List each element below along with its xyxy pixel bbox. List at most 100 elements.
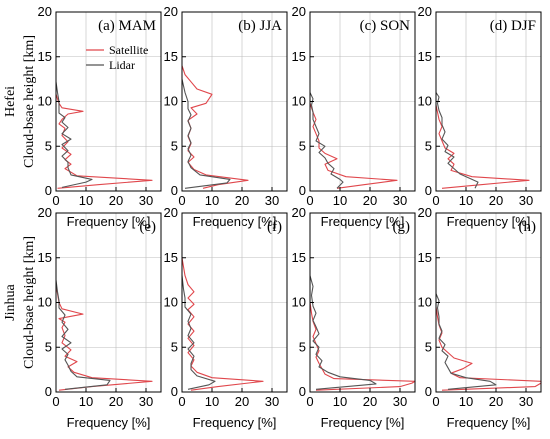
panel-1-ytick-label: 15 [38,49,52,64]
panel-6-ytick-label: 0 [171,384,178,399]
panel-5-ytick-label: 20 [38,205,52,220]
panel-8-ytick-label: 0 [425,384,432,399]
panel-4-xtick-label: 0 [432,193,439,208]
panel-3-xtick-label: 20 [363,193,377,208]
panel-7-ytick-label: 10 [292,295,306,310]
panel-3-xlabel: Frequency [%] [321,214,405,229]
panel-2-ytick-label: 10 [164,94,178,109]
panel-6-ytick-label: 15 [164,250,178,265]
panel-8-xtick-label: 10 [459,394,473,409]
panel-1-xtick-label: 30 [139,193,153,208]
panel-2-ytick-label: 20 [164,4,178,19]
panel-1-xtick-label: 10 [79,193,93,208]
panel-7-satellite-line [309,302,416,391]
panel-8-lidar-line [435,293,497,390]
panel-4-xtick-label: 30 [519,193,533,208]
panel-3-xtick-label: 10 [333,193,347,208]
legend-satellite-label: Satellite [109,43,148,57]
panel-8-ytick-label: 5 [425,339,432,354]
panel-5-satellite-line [55,284,153,391]
panel-4-ytick-label: 20 [418,4,432,19]
row-label-hefei: Hefei [3,86,18,117]
panel-5-ytick-label: 0 [45,384,52,399]
panel-1-ytick-label: 20 [38,4,52,19]
panel-8-xtick-label: 0 [432,394,439,409]
panel-3-xtick-label: 30 [393,193,407,208]
panel-6-xtick-label: 10 [205,394,219,409]
legend-lidar-label: Lidar [109,58,135,72]
panel-1-satellite-line [55,94,153,189]
panel-7-xtick-label: 30 [393,394,407,409]
panel-2-lidar-line [181,78,231,189]
panel-3-lidar-line [309,92,344,189]
panel-6-satellite-line [181,257,264,391]
panel-7-xtick-label: 10 [333,394,347,409]
panel-4-ytick-label: 0 [425,183,432,198]
panel-7-ytick-label: 5 [299,339,306,354]
row-1-ylabel: Cloud-bsae height [km] [22,35,37,168]
panel-5-xlabel: Frequency [%] [67,415,151,430]
panel-1-xtick-label: 0 [52,193,59,208]
panel-8-ytick-label: 15 [418,250,432,265]
panel-6-xlabel: Frequency [%] [193,415,277,430]
panel-5-ytick-label: 5 [45,339,52,354]
panel-2-xtick-label: 30 [265,193,279,208]
panel-2-ytick-label: 0 [171,183,178,198]
panel-1-xtick-label: 20 [109,193,123,208]
panel-4-ytick-label: 10 [418,94,432,109]
panel-7-ytick-label: 0 [299,384,306,399]
panel-5-ytick-label: 15 [38,250,52,265]
panel-3-ytick-label: 5 [299,138,306,153]
panel-5-lidar-line [55,280,111,390]
panel-4-ytick-label: 15 [418,49,432,64]
panel-8-ytick-label: 20 [418,205,432,220]
panel-5-xtick-label: 10 [79,394,93,409]
panel-6-xtick-label: 0 [178,394,185,409]
panel-2-xtick-label: 0 [178,193,185,208]
panel-6-lidar-line [181,275,216,390]
panel-3-satellite-line [309,103,398,189]
panel-4-label: (d) DJF [490,18,536,34]
panel-8-xtick-label: 20 [489,394,503,409]
panel-6-xtick-label: 30 [265,394,279,409]
panel-4-xlabel: Frequency [%] [447,214,531,229]
panel-3-ytick-label: 10 [292,94,306,109]
panel-4-xtick-label: 10 [459,193,473,208]
panel-2-ytick-label: 5 [171,138,178,153]
panel-4-ytick-label: 5 [425,138,432,153]
panel-1-lidar-line [55,81,93,188]
panel-8-label: (h) [519,219,537,235]
panel-6-label: (f) [267,219,282,235]
panel-6-xtick-label: 20 [235,394,249,409]
panel-7-label: (g) [393,219,411,235]
panel-8-ytick-label: 10 [418,295,432,310]
panel-2-satellite-line [181,65,249,189]
panel-5-label: (e) [139,219,156,235]
panel-1-ytick-label: 10 [38,94,52,109]
panel-3-ytick-label: 15 [292,49,306,64]
panel-5-ytick-label: 10 [38,295,52,310]
panel-8-xlabel: Frequency [%] [447,415,531,430]
panel-7-lidar-line [309,275,377,390]
panel-1-label: (a) MAM [98,18,156,34]
panel-5-xtick-label: 30 [139,394,153,409]
panel-1-xlabel: Frequency [%] [67,214,151,229]
panel-3-ytick-label: 0 [299,183,306,198]
row-label-jinhua: Jinhua [3,283,18,320]
panel-4-satellite-line [435,104,530,189]
panel-7-ytick-label: 20 [292,205,306,220]
panel-2-xlabel: Frequency [%] [193,214,277,229]
panel-6-ytick-label: 10 [164,295,178,310]
panel-4-lidar-line [435,92,479,189]
panel-8-xtick-label: 30 [519,394,533,409]
panel-5-xtick-label: 20 [109,394,123,409]
panel-6-ytick-label: 5 [171,339,178,354]
panel-7-xtick-label: 0 [306,394,313,409]
panel-2-label: (b) JJA [238,18,282,34]
panel-7-xlabel: Frequency [%] [321,415,405,430]
panel-3-xtick-label: 0 [306,193,313,208]
panel-7-ytick-label: 15 [292,250,306,265]
panel-2-xtick-label: 10 [205,193,219,208]
panel-3-ytick-label: 20 [292,4,306,19]
